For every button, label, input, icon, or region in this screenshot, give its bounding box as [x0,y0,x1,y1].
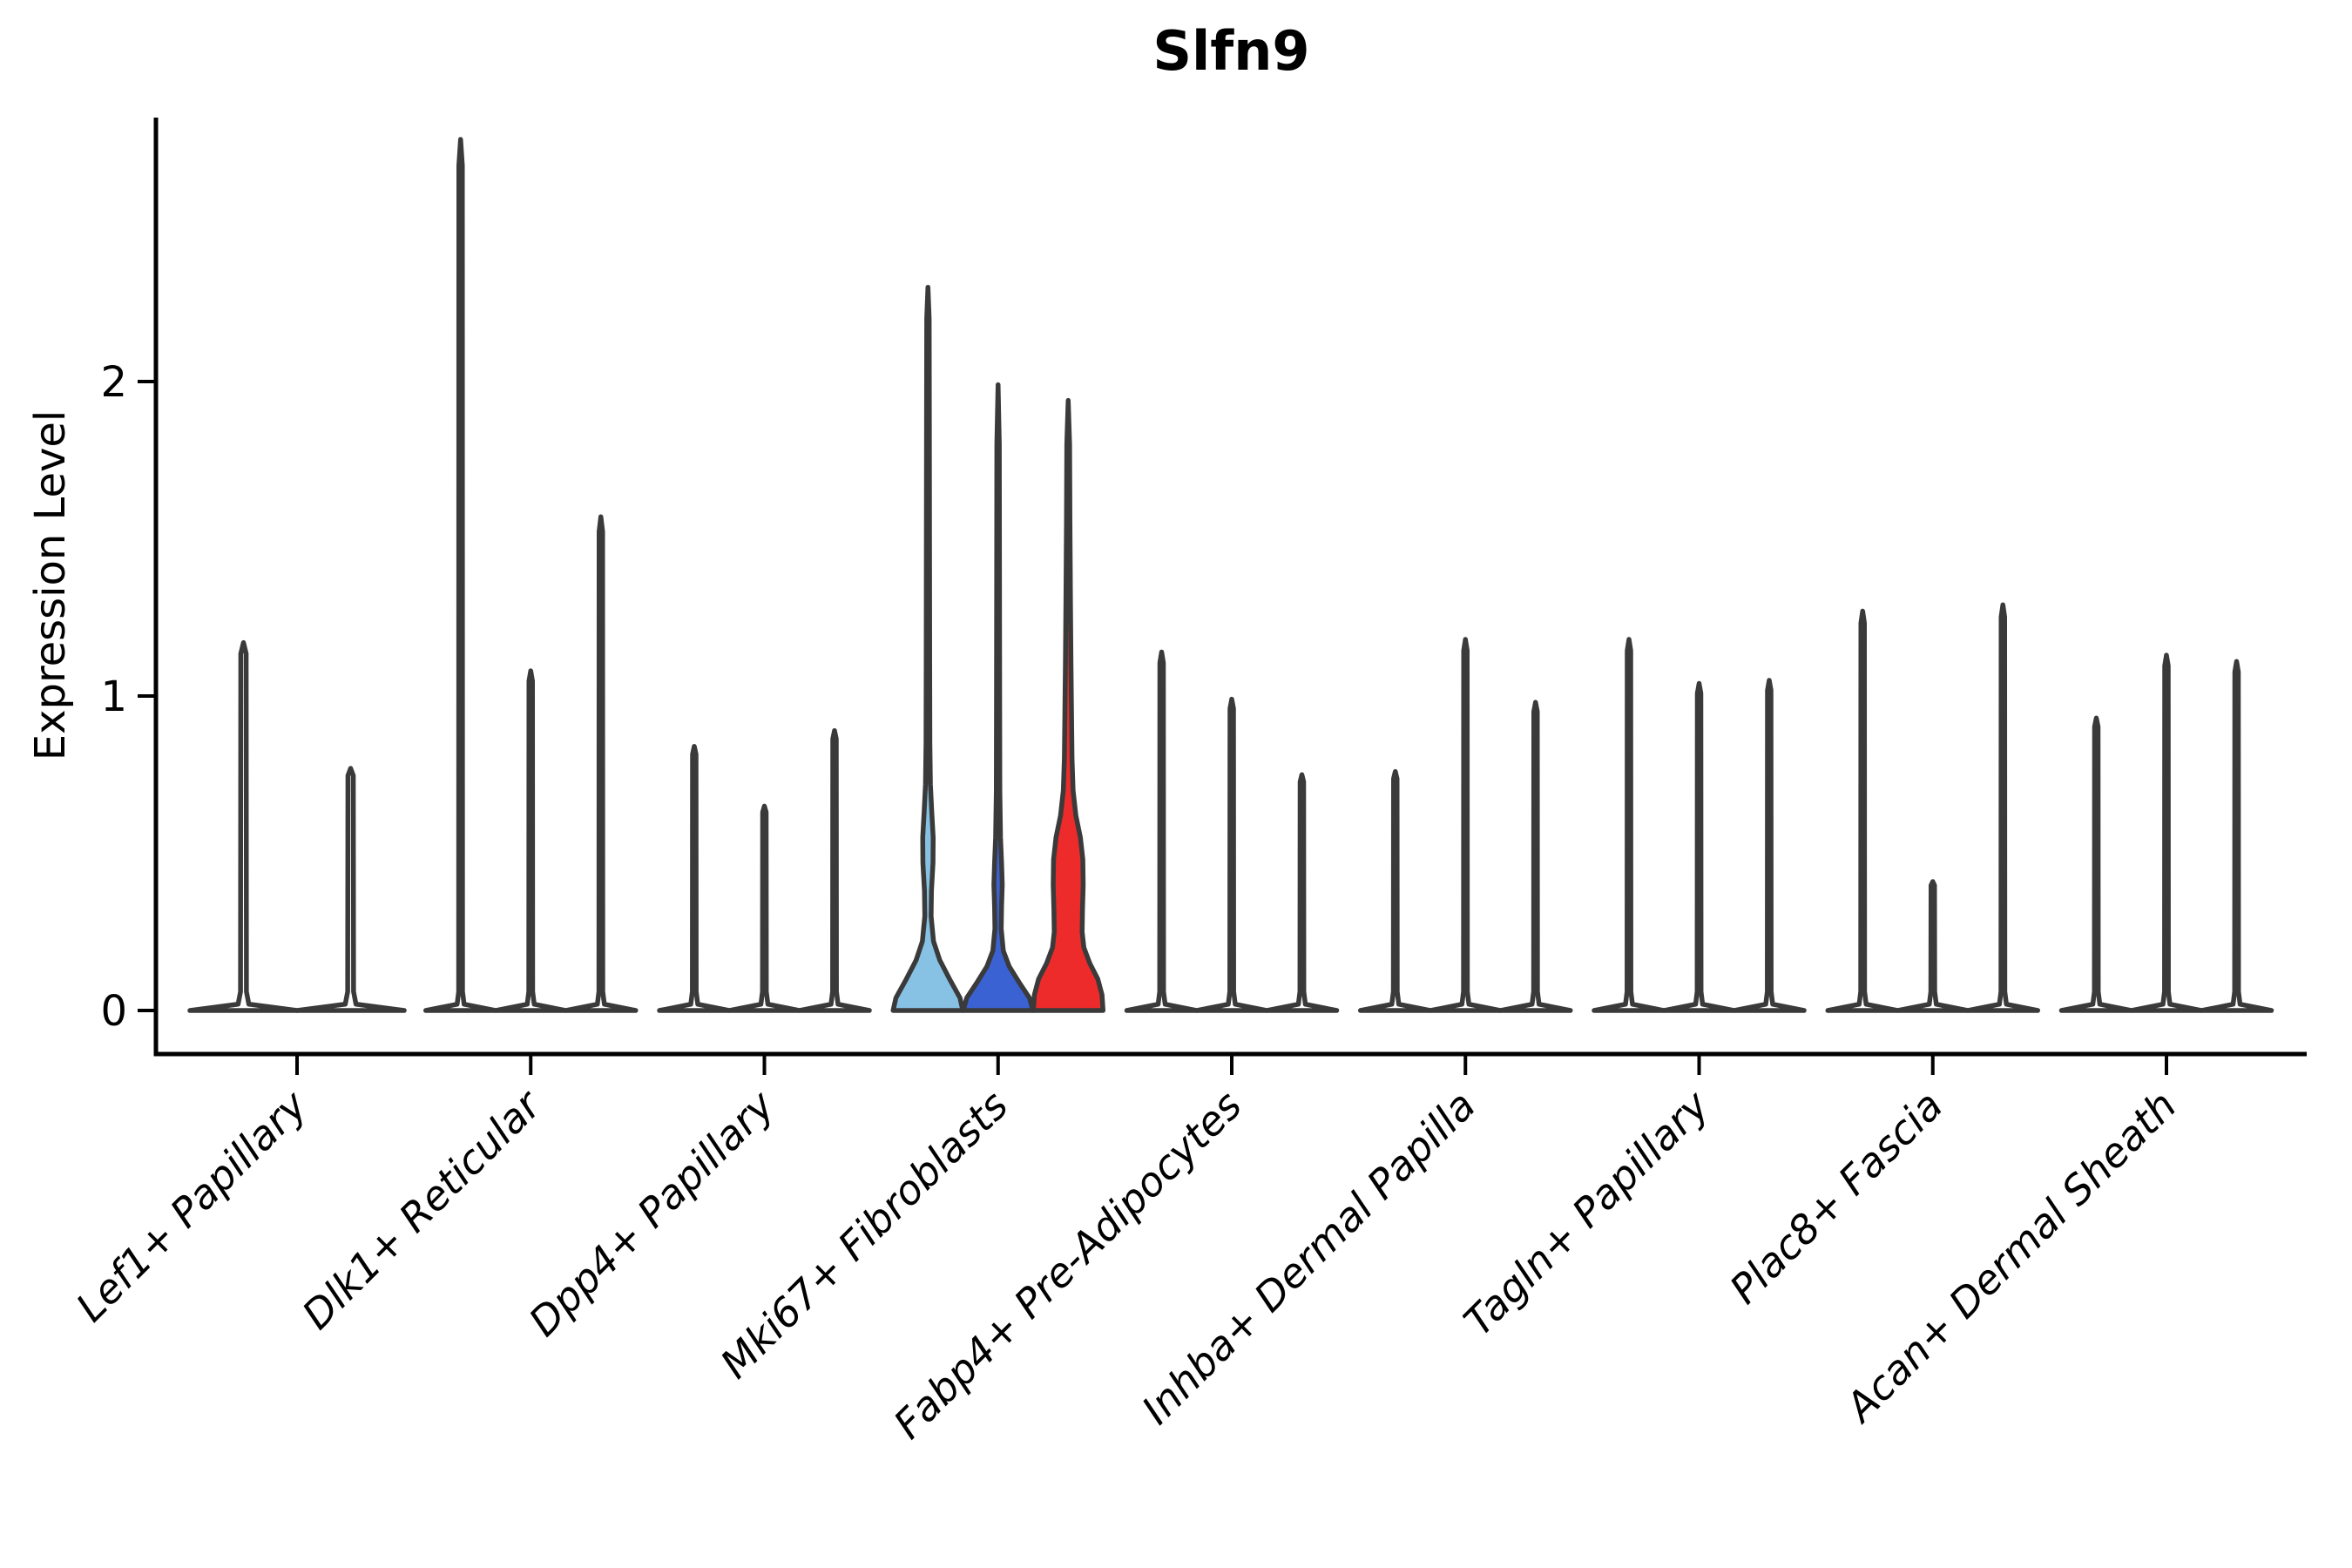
violin-group3-v2 [1031,397,1105,1013]
violin-group3-v0 [890,284,965,1013]
x-tick-label-7: Plac8+ Fascia [1720,1082,1951,1313]
violin-group6-v2 [1732,678,1807,1013]
violin-group1-v0 [423,137,498,1013]
x-tick-label-1: Dlk1+ Reticular [293,1079,551,1338]
violin-group0-v1 [294,766,407,1013]
violin-group8-v2 [2199,659,2274,1013]
x-tick-label-6: Tagln+ Papillary [1455,1081,1719,1345]
violin-group7-v2 [1965,602,2040,1013]
violin-group2-v0 [657,744,732,1013]
violin-group4-v2 [1264,772,1340,1013]
violin-group3-v1 [961,382,1036,1013]
violin-group0-v0 [187,639,300,1013]
violin-group7-v0 [1825,608,1900,1013]
violin-group6-v1 [1661,680,1737,1013]
violin-group7-v1 [1896,879,1970,1013]
violin-group8-v1 [2129,652,2204,1013]
violin-group5-v2 [1498,700,1573,1013]
x-tick-label-2: Dpp4+ Papillary [520,1081,784,1345]
violin-group6-v0 [1592,637,1666,1013]
violin-group1-v2 [564,514,639,1013]
violin-group4-v0 [1124,649,1200,1013]
violin-group2-v2 [797,727,872,1013]
y-tick-label-2: 2 [100,358,127,407]
violin-group5-v1 [1428,637,1503,1013]
chart-title: Slfn9 [1152,19,1310,83]
violin-group4-v1 [1194,696,1269,1013]
y-tick-label-1: 1 [100,672,127,721]
violin-group1-v1 [493,668,568,1013]
violin-group5-v0 [1358,768,1433,1013]
x-tick-label-0: Lef1+ Papillary [67,1081,316,1330]
violin-group2-v1 [727,803,802,1013]
violin-group8-v0 [2058,715,2134,1013]
y-tick-label-0: 0 [100,987,127,1036]
